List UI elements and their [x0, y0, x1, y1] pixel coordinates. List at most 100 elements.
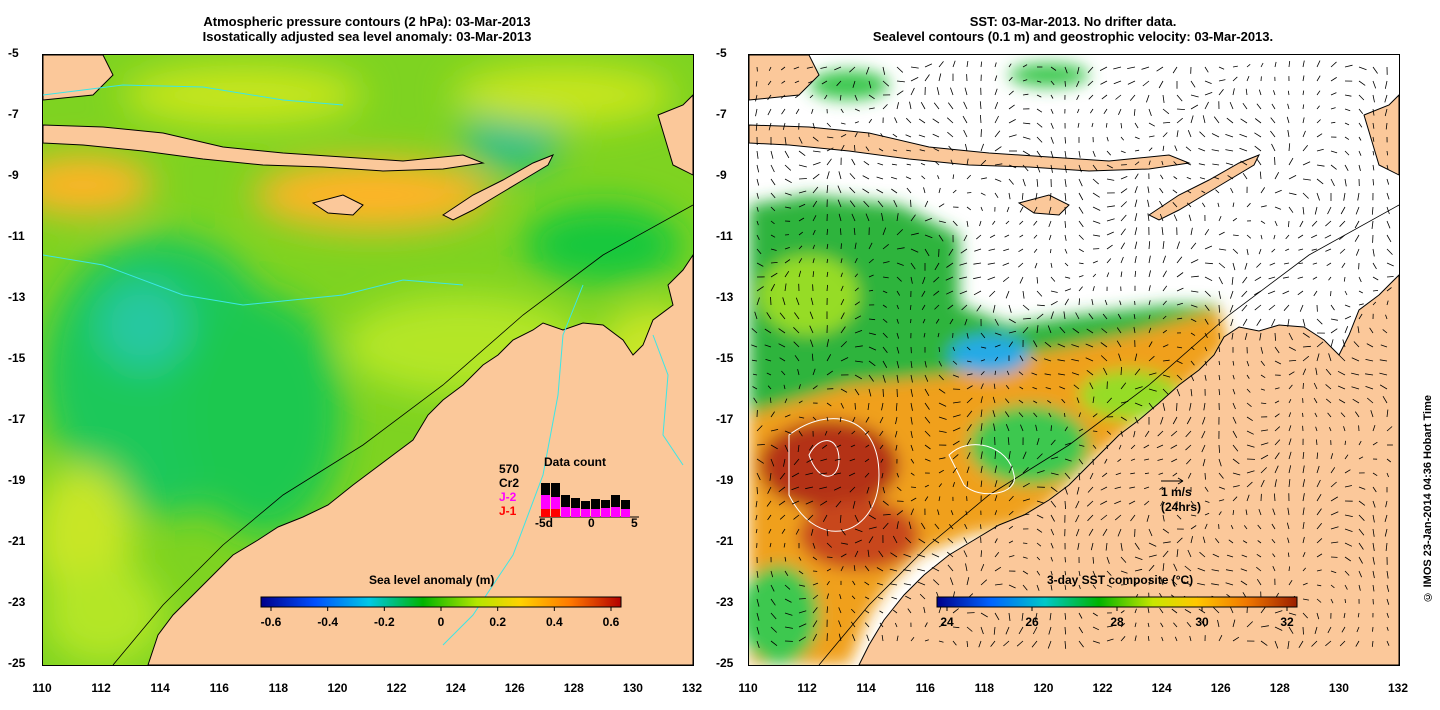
- velocity-arrow: [1076, 397, 1080, 404]
- velocity-arrow: [839, 416, 842, 422]
- velocity-arrow: [994, 551, 1000, 558]
- velocity-arrow: [853, 227, 856, 236]
- velocity-arrow: [893, 200, 898, 208]
- velocity-arrow: [1372, 80, 1377, 89]
- velocity-arrow: [781, 80, 786, 84]
- velocity-arrow: [1106, 638, 1114, 642]
- velocity-arrow: [782, 297, 786, 306]
- velocity-arrow: [784, 136, 787, 145]
- velocity-arrow: [838, 620, 842, 628]
- velocity-arrow: [837, 430, 842, 435]
- velocity-arrow: [1148, 327, 1152, 334]
- velocity-arrow: [837, 185, 842, 194]
- velocity-arrow: [936, 87, 940, 96]
- velocity-arrow: [794, 80, 800, 84]
- velocity-arrow: [756, 164, 760, 173]
- velocity-arrow: [791, 500, 800, 505]
- velocity-arrow: [910, 430, 913, 438]
- velocity-arrow: [980, 114, 982, 124]
- velocity-arrow: [1330, 164, 1337, 170]
- velocity-arrow: [1230, 187, 1234, 194]
- velocity-arrow: [950, 510, 954, 516]
- velocity-arrow: [1316, 553, 1323, 558]
- velocity-arrow: [938, 640, 944, 643]
- velocity-arrow: [938, 402, 947, 407]
- velocity-arrow: [1287, 318, 1290, 327]
- velocity-arrow: [1199, 131, 1206, 138]
- sst-cb-tick-label-0: 24: [940, 615, 954, 629]
- velocity-arrow: [1176, 346, 1183, 349]
- velocity-arrow: [837, 199, 842, 208]
- velocity-arrow: [1144, 500, 1150, 506]
- velocity-arrow: [1134, 241, 1138, 250]
- velocity-arrow: [1258, 89, 1262, 96]
- velocity-arrow: [1120, 256, 1124, 264]
- velocity-arrow: [784, 584, 791, 590]
- velocity-arrow: [1274, 626, 1283, 631]
- velocity-arrow: [1190, 227, 1193, 236]
- velocity-arrow: [1007, 437, 1010, 446]
- velocity-arrow: [1147, 199, 1150, 208]
- velocity-arrow: [1186, 416, 1192, 425]
- velocity-arrow: [1033, 206, 1038, 214]
- velocity-arrow: [1184, 565, 1192, 572]
- velocity-arrow: [1371, 206, 1374, 215]
- velocity-arrow: [934, 161, 940, 166]
- velocity-arrow: [905, 176, 912, 180]
- velocity-arrow: [938, 483, 943, 488]
- velocity-arrow: [1386, 287, 1392, 292]
- velocity-arrow: [1105, 542, 1108, 551]
- velocity-arrow: [1339, 355, 1346, 362]
- velocity-arrow: [1302, 412, 1304, 418]
- velocity-arrow: [1071, 372, 1080, 376]
- velocity-arrow: [1302, 493, 1305, 502]
- velocity-arrow: [1092, 584, 1097, 589]
- velocity-arrow: [1190, 536, 1193, 544]
- velocity-arrow: [881, 472, 884, 479]
- velocity-arrow: [1190, 318, 1197, 322]
- data-count-bar-1-0: [551, 509, 560, 517]
- velocity-arrow: [1157, 430, 1164, 437]
- velocity-arrow: [1190, 259, 1199, 264]
- velocity-arrow: [1372, 178, 1374, 186]
- velocity-arrow: [877, 597, 884, 600]
- data-count-bar-7-1: [611, 507, 620, 517]
- velocity-arrow: [864, 581, 870, 586]
- velocity-arrow: [1090, 542, 1094, 551]
- velocity-arrow: [1148, 300, 1151, 306]
- velocity-arrow: [1246, 63, 1251, 68]
- velocity-arrow: [784, 270, 790, 278]
- sla-map-panel[interactable]: Sea level anomaly (m) 570 Cr2 J-2 J-1 Da…: [42, 54, 694, 666]
- velocity-arrow: [1063, 311, 1066, 320]
- velocity-arrow: [1274, 61, 1277, 68]
- velocity-arrow: [765, 359, 772, 362]
- velocity-arrow: [1092, 273, 1097, 278]
- velocity-arrow: [924, 217, 933, 222]
- sla-cb-tick-label-2: -0.2: [373, 615, 395, 629]
- velocity-arrow: [1050, 122, 1054, 129]
- velocity-arrow: [1316, 569, 1322, 572]
- velocity-arrow: [952, 481, 955, 488]
- velocity-arrow: [1274, 346, 1280, 354]
- left-x-tick-11: 132: [681, 681, 703, 695]
- velocity-arrow: [924, 374, 929, 382]
- velocity-arrow: [812, 368, 816, 376]
- velocity-arrow: [826, 339, 829, 348]
- velocity-arrow: [938, 346, 940, 352]
- velocity-arrow: [1382, 329, 1388, 334]
- velocity-arrow: [934, 262, 940, 271]
- velocity-arrow: [812, 271, 815, 278]
- velocity-arrow: [1218, 499, 1225, 502]
- velocity-arrow: [980, 626, 984, 635]
- velocity-arrow: [1085, 357, 1094, 362]
- velocity-arrow: [1106, 231, 1114, 236]
- velocity-arrow: [1033, 340, 1038, 348]
- velocity-arrow: [910, 388, 913, 397]
- velocity-arrow: [784, 570, 789, 577]
- velocity-arrow: [1127, 80, 1136, 85]
- velocity-arrow: [1022, 178, 1026, 187]
- left-x-tick-6: 122: [386, 681, 407, 695]
- velocity-arrow: [1008, 584, 1016, 589]
- sst-map-panel[interactable]: 3-day SST composite (°C) 1 m/s (24hrs) 2…: [748, 54, 1400, 666]
- velocity-arrow: [793, 66, 800, 70]
